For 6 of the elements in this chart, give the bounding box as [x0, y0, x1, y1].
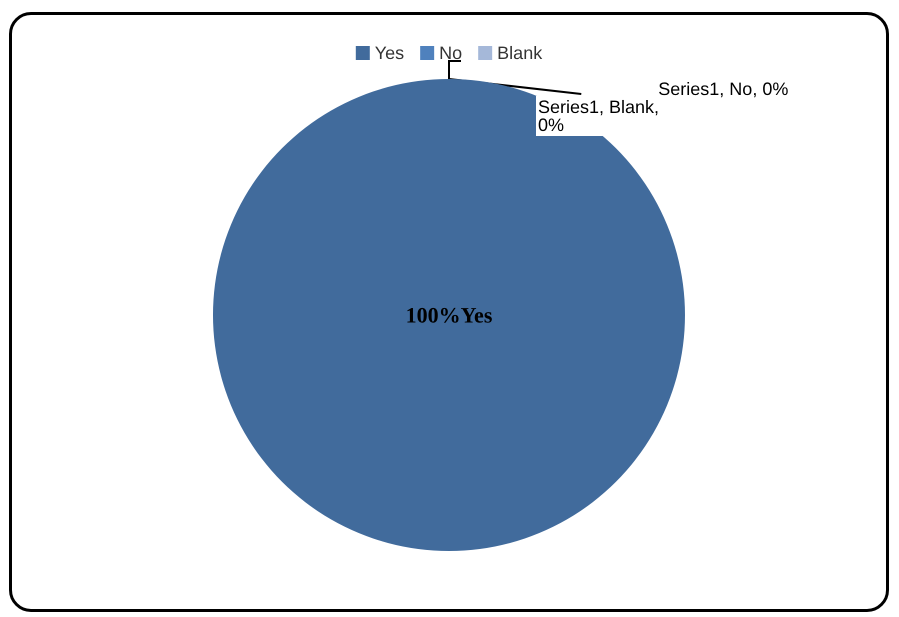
- text: Series1, No, 0%: [658, 79, 788, 99]
- legend-label: No: [439, 43, 462, 63]
- legend-label: Yes: [374, 43, 404, 63]
- text: Series1, Blank, 0%: [538, 97, 660, 135]
- legend-label: Blank: [497, 43, 544, 63]
- data-label: 100%Yes: [406, 302, 493, 328]
